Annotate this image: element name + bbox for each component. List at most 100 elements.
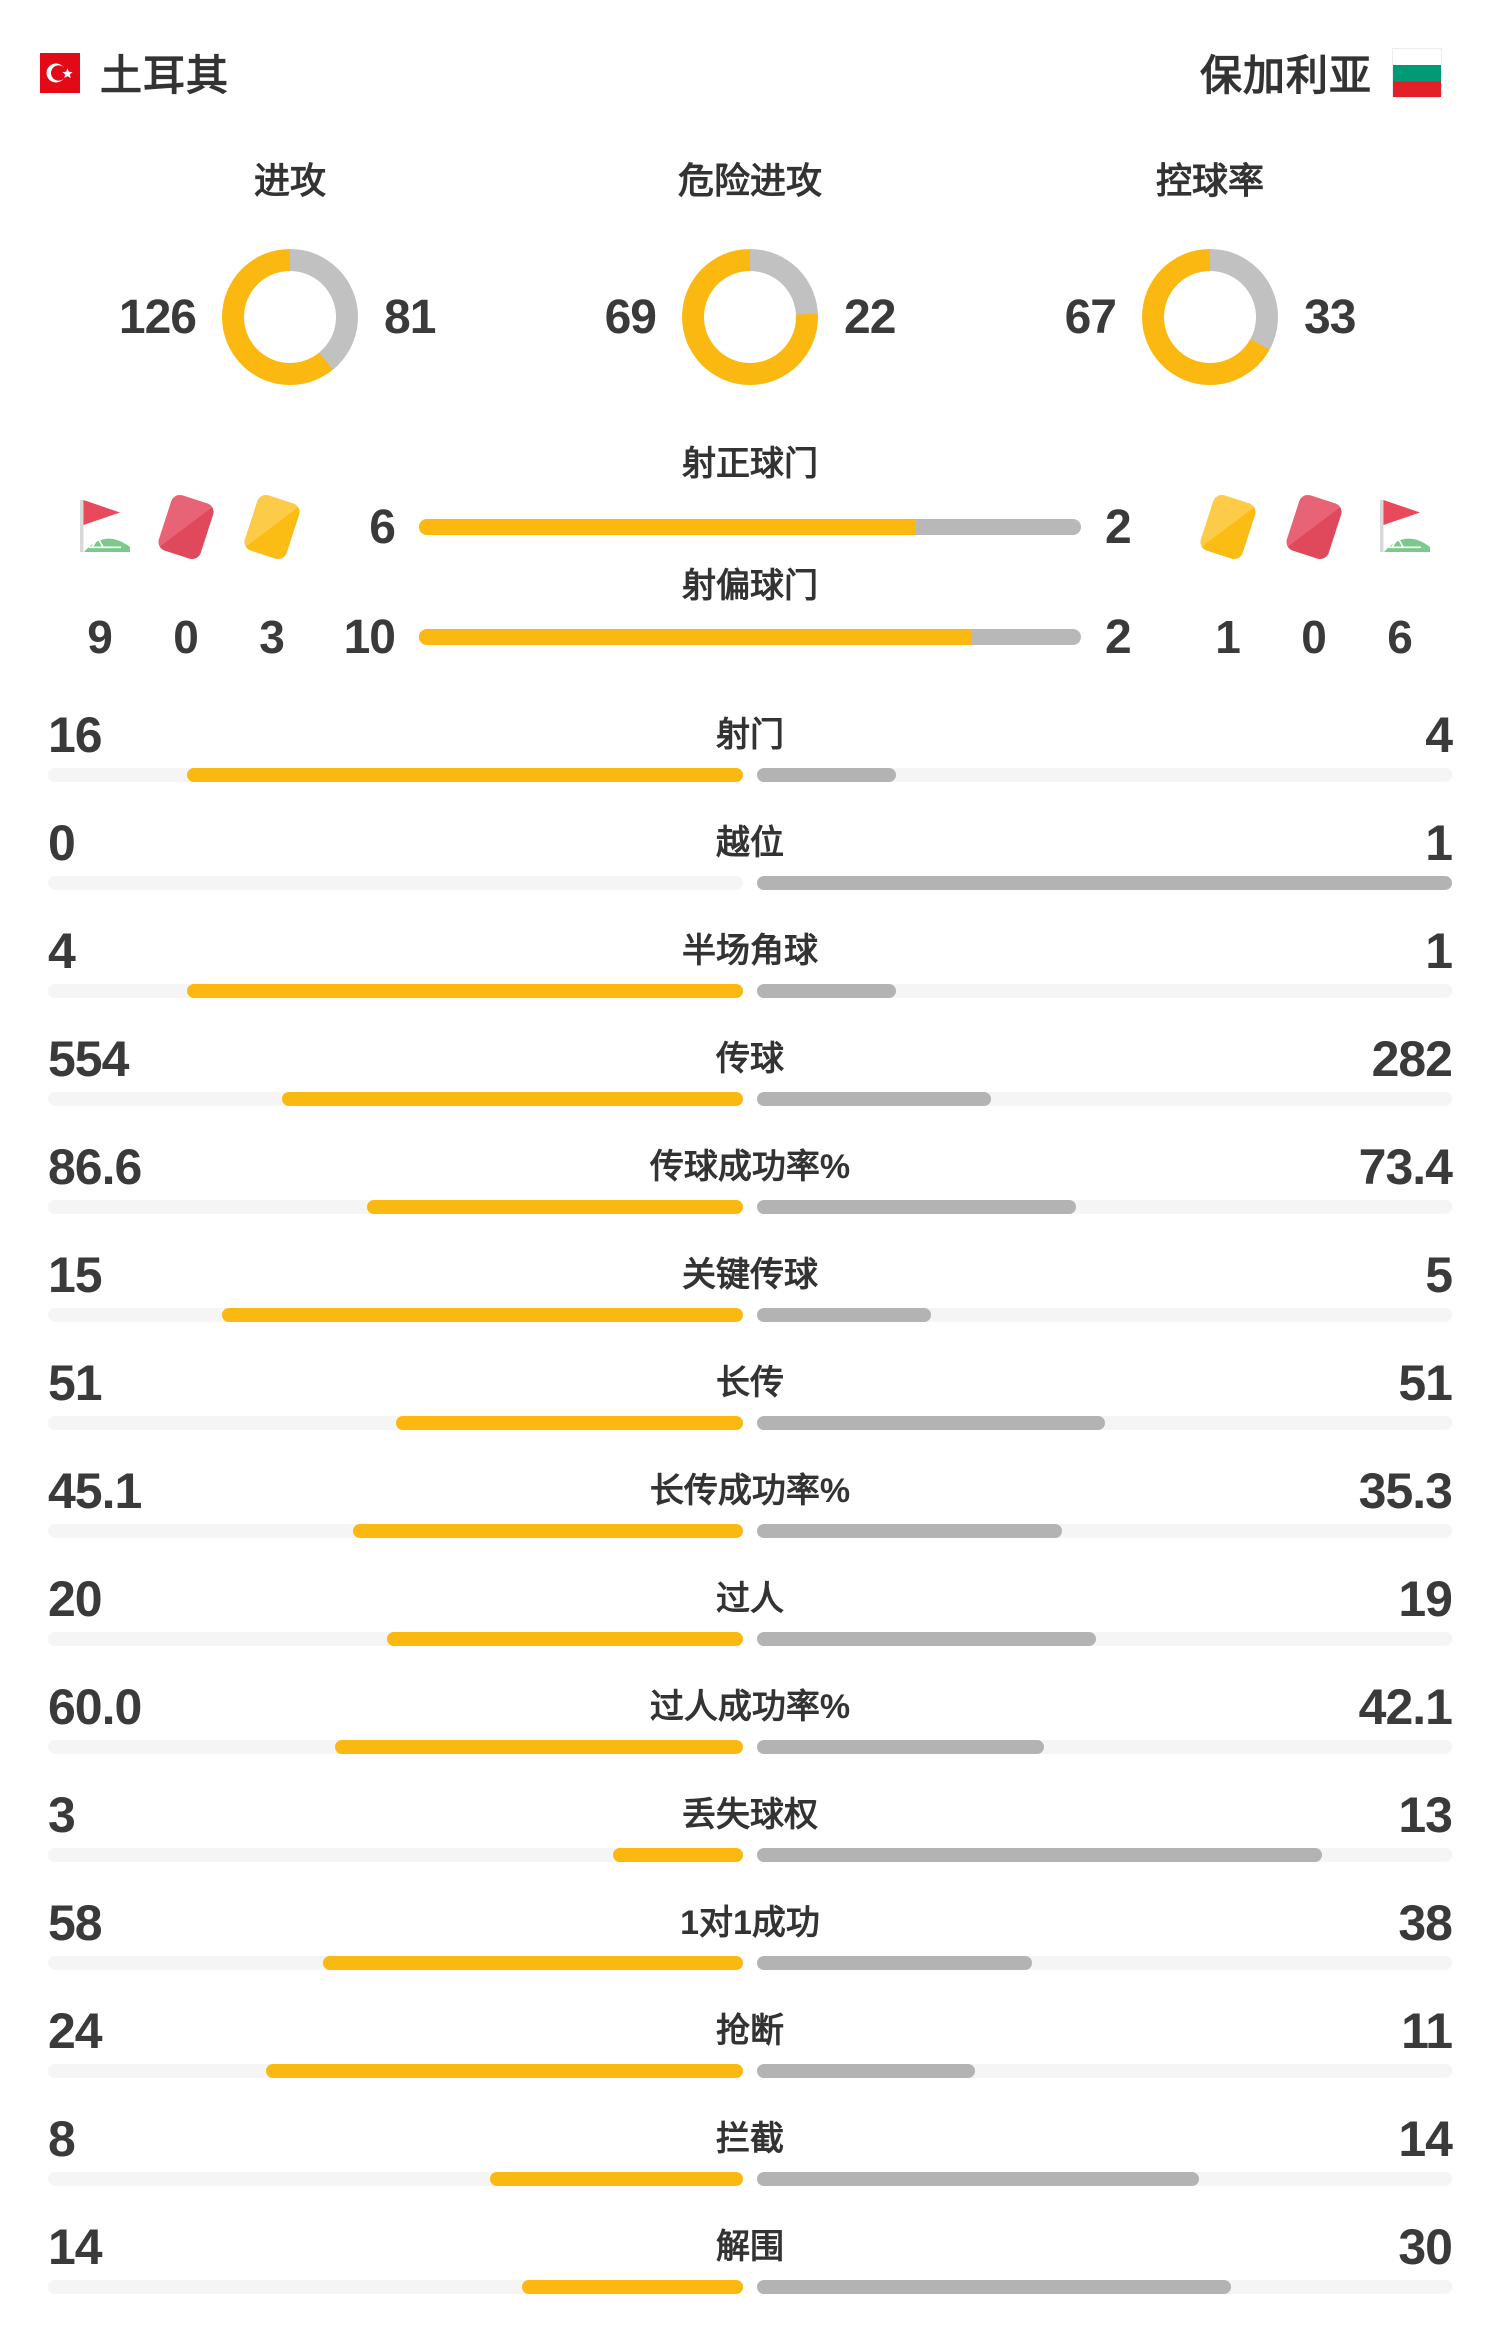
shots-on-target-home: 6 <box>369 500 396 554</box>
shots-on-target-bar-row: 6 2 <box>315 497 1185 557</box>
stat-home-value: 51 <box>48 1355 103 1411</box>
stat-label: 过人 <box>716 1580 784 1618</box>
shots-off-target-bar <box>419 629 1081 645</box>
donut-home-value: 67 <box>1064 290 1117 344</box>
stat-away-value: 30 <box>1398 2219 1453 2275</box>
stat-away-value: 11 <box>1401 2003 1453 2059</box>
stat-home-value: 4 <box>48 923 76 979</box>
stat-label: 过人成功率% <box>649 1688 851 1726</box>
stat-bar <box>48 876 1452 890</box>
stat-bar <box>48 1632 1452 1646</box>
shots-off-target-label: 射偏球门 <box>682 566 818 605</box>
donut-chart <box>222 249 358 385</box>
icon-cell-home-0 <box>57 497 143 557</box>
home-bar-track <box>48 768 743 782</box>
red-card-icon <box>1284 492 1344 562</box>
stat-home-value: 60.0 <box>48 1679 142 1735</box>
icon-cell-away-1 <box>1271 492 1357 562</box>
stat-home-value: 45.1 <box>48 1463 142 1519</box>
stat-away-value: 4 <box>1425 707 1453 763</box>
away-bar-fill <box>757 2064 976 2078</box>
home-bar-fill <box>221 1308 743 1322</box>
stat-away-value: 73.4 <box>1358 1139 1453 1195</box>
stat-row: 86.6 传球成功率% 73.4 <box>0 1129 1500 1237</box>
stat-row: 554 传球 282 <box>0 1021 1500 1129</box>
stat-row: 3 丢失球权 13 <box>0 1777 1500 1885</box>
away-corners-value: 6 <box>1387 611 1413 663</box>
stat-label: 半场角球 <box>682 932 818 970</box>
stat-row: 24 抢断 11 <box>0 1993 1500 2101</box>
stat-home-value: 14 <box>48 2219 103 2275</box>
icon-cell-away-0 <box>1185 492 1271 562</box>
away-bar-track <box>757 1200 1452 1214</box>
donut-title: 进攻 <box>253 160 326 201</box>
home-bar-fill <box>395 1416 743 1430</box>
shots-off-target-home-fill <box>419 629 971 645</box>
stat-away-value: 1 <box>1425 923 1453 979</box>
stat-bar <box>48 1416 1452 1430</box>
yellow-card-icon <box>1198 492 1258 562</box>
donut-away-value: 22 <box>844 290 896 344</box>
away-bar-fill <box>757 1956 1033 1970</box>
corner-flag-icon <box>80 500 130 552</box>
stat-bar <box>48 2172 1452 2186</box>
stat-label: 越位 <box>716 824 784 862</box>
home-bar-track <box>48 876 743 890</box>
stat-row: 8 拦截 14 <box>0 2101 1500 2209</box>
home-bar-fill <box>334 1740 743 1754</box>
stat-row: 58 1对1成功 38 <box>0 1885 1500 1993</box>
stat-away-value: 14 <box>1398 2111 1453 2167</box>
away-bar-fill <box>757 1308 931 1322</box>
stat-row: 14 解围 30 <box>0 2209 1500 2317</box>
away-bar-track <box>757 1956 1452 1970</box>
home-bar-track <box>48 1632 743 1646</box>
home-bar-fill <box>187 984 743 998</box>
stat-away-value: 38 <box>1398 1895 1453 1951</box>
donut-chart <box>1142 249 1278 385</box>
stat-label: 解围 <box>716 2228 784 2266</box>
home-bar-track <box>48 2172 743 2186</box>
stat-bar <box>48 1740 1452 1754</box>
stat-label: 拦截 <box>716 2120 784 2158</box>
home-bar-track <box>48 2280 743 2294</box>
stat-row: 4 半场角球 1 <box>0 913 1500 1021</box>
donut-home-value: 69 <box>604 290 657 344</box>
away-bar-fill <box>757 1848 1322 1862</box>
away-bar-fill <box>757 984 896 998</box>
stat-home-value: 3 <box>48 1787 76 1843</box>
stat-row: 20 过人 19 <box>0 1561 1500 1669</box>
stat-label: 射门 <box>716 716 784 754</box>
home-bar-fill <box>521 2280 743 2294</box>
home-bar-track <box>48 1524 743 1538</box>
stat-away-value: 282 <box>1371 1031 1453 1087</box>
away-bar-track <box>757 1524 1452 1538</box>
stat-bar <box>48 768 1452 782</box>
away-yellow-cards-value: 1 <box>1215 611 1241 663</box>
stat-label: 1对1成功 <box>680 1904 820 1942</box>
turkey-flag-icon <box>40 52 80 93</box>
stat-home-value: 20 <box>48 1571 103 1627</box>
header: 土耳其 保加利亚 <box>0 0 1500 103</box>
stat-bar <box>48 1956 1452 1970</box>
donut-hole <box>1164 271 1256 363</box>
away-bar-fill <box>757 1740 1044 1754</box>
icon-cell-away-2 <box>1357 497 1443 557</box>
home-bar-fill <box>490 2172 743 2186</box>
stat-bar <box>48 1524 1452 1538</box>
stats-section: 16 射门 4 0 越位 1 4 半场角球 1 <box>0 697 1500 2317</box>
shots-on-target-home-fill <box>419 519 916 535</box>
stat-home-value: 15 <box>48 1247 103 1303</box>
away-bar-track <box>757 1848 1452 1862</box>
stat-away-value: 1 <box>1425 815 1453 871</box>
stat-bar <box>48 2064 1452 2078</box>
stat-label: 长传成功率% <box>649 1472 851 1510</box>
away-bar-fill <box>757 1092 992 1106</box>
stat-row: 60.0 过人成功率% 42.1 <box>0 1669 1500 1777</box>
red-card-icon <box>156 492 216 562</box>
home-bar-fill <box>187 768 743 782</box>
donut-stat: 控球率 67 33 <box>980 103 1440 385</box>
stat-home-value: 16 <box>48 707 103 763</box>
away-bar-track <box>757 2172 1452 2186</box>
away-bar-fill <box>757 1632 1096 1646</box>
